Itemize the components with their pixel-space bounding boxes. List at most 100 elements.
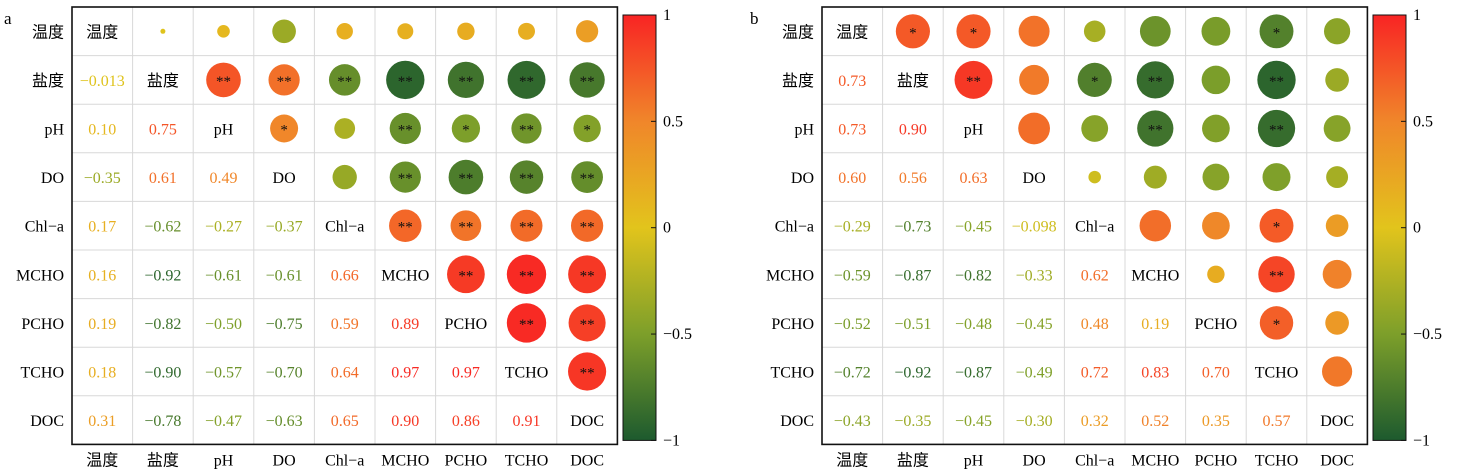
coef-label: −0.51 [894, 316, 931, 333]
coef-label: −0.82 [955, 267, 992, 284]
significance-mark: ** [966, 74, 981, 90]
colorbar-tick-label: −1 [663, 432, 680, 449]
coef-label: −0.75 [266, 316, 303, 333]
correlation-circle [447, 255, 485, 294]
colorbar: 1 0.5 0 −0.5 −1 [1372, 7, 1442, 449]
correlation-circle [1139, 15, 1171, 47]
col-label-var: 温度 [86, 451, 118, 469]
coef-label: −0.098 [1012, 219, 1057, 236]
correlation-circle [1259, 14, 1294, 49]
colorbar-tick-label: 0.5 [663, 113, 683, 130]
significance-mark: * [1273, 25, 1281, 41]
col-label-var: 温度 [836, 451, 868, 469]
diagonal-label-var: 盐度 [147, 72, 179, 90]
correlation-circle [1136, 61, 1174, 99]
diagonal-label-tcho: TCHO [505, 365, 549, 382]
row-label-pcho: PCHO [771, 316, 814, 333]
coef-label: −0.29 [834, 219, 871, 236]
diagonal-label-pcho: PCHO [1195, 316, 1238, 333]
significance-mark: ** [519, 171, 534, 187]
significance-mark: ** [519, 123, 534, 139]
coef-label: 0.91 [513, 413, 541, 430]
row-label-pcho: PCHO [21, 316, 64, 333]
significance-mark: ** [519, 268, 534, 284]
significance-mark: ** [580, 366, 595, 382]
correlation-circle [509, 160, 544, 194]
coef-label: −0.63 [266, 413, 303, 430]
coef-label: 0.60 [838, 170, 866, 187]
coef-label: −0.70 [266, 365, 303, 382]
coef-label: 0.64 [331, 365, 359, 382]
colorbar-tick-label: −0.5 [663, 326, 692, 343]
coef-label: −0.45 [1016, 316, 1053, 333]
significance-mark: * [970, 25, 978, 41]
correlation-panel-b: b温度 * * *0.73 盐度 ** * ** **0.73 0.90 pH ** **0.60 0.5… [750, 6, 1442, 469]
correlation-circle [568, 352, 607, 391]
diagonal-label-mcho: MCHO [381, 267, 429, 284]
row-label-var: 盐度 [32, 72, 64, 90]
significance-mark: ** [580, 74, 595, 90]
row-label-var: 盐度 [782, 72, 814, 90]
grid [822, 7, 1368, 445]
correlation-circle [450, 210, 482, 242]
coef-label: 0.73 [838, 73, 866, 90]
correlation-circle [1325, 214, 1349, 238]
row-label-chl-a: Chl−a [775, 219, 814, 236]
coef-label: 0.89 [391, 316, 419, 333]
correlation-circle [570, 209, 604, 242]
colorbar-tick-label: 0 [1413, 220, 1421, 237]
coef-label: −0.82 [144, 316, 181, 333]
correlation-circle [389, 112, 421, 145]
row-label-tcho: TCHO [770, 365, 814, 382]
diagonal-label-mcho: MCHO [1131, 267, 1179, 284]
row-label-var: 温度 [782, 23, 814, 41]
significance-mark: ** [580, 171, 595, 187]
correlation-circle [1326, 166, 1349, 189]
correlation-circle [1322, 356, 1353, 387]
colorbar-tick-label: −1 [1413, 432, 1430, 449]
significance-mark: ** [519, 317, 534, 333]
correlation-circle [507, 60, 546, 99]
significance-mark: ** [398, 74, 413, 90]
significance-mark: ** [216, 74, 231, 90]
coef-label: −0.87 [955, 365, 992, 382]
coef-label: −0.57 [205, 365, 242, 382]
coef-label: 0.48 [1081, 316, 1109, 333]
diagonal-label-var: 温度 [86, 23, 118, 41]
coef-label: 0.61 [149, 170, 177, 187]
significance-mark: ** [277, 74, 292, 90]
correlation-circle [1077, 62, 1112, 97]
coef-label: −0.50 [205, 316, 242, 333]
coef-label: 0.10 [88, 122, 116, 139]
correlation-circle [1201, 16, 1231, 46]
correlation-circle [1325, 68, 1349, 92]
coef-label: −0.78 [144, 413, 181, 430]
coef-label: 0.32 [1081, 413, 1109, 430]
colorbar-tick-label: −0.5 [1413, 326, 1442, 343]
row-label-do: DO [791, 170, 814, 187]
correlation-circle [895, 14, 930, 49]
correlation-circle [386, 60, 425, 100]
coef-label: 0.35 [1202, 413, 1230, 430]
colorbar-tick-label: 1 [663, 7, 671, 24]
row-label-mcho: MCHO [766, 267, 814, 284]
diagonal-label-var: 盐度 [897, 72, 929, 90]
significance-mark: ** [1269, 268, 1284, 284]
significance-mark: ** [519, 220, 534, 236]
row-label-tcho: TCHO [20, 365, 64, 382]
coef-label: −0.45 [955, 413, 992, 430]
correlation-circle [956, 14, 991, 49]
correlation-circle [1323, 18, 1351, 45]
diagonal-label-doc: DOC [570, 413, 604, 430]
significance-mark: ** [1148, 123, 1163, 139]
significance-mark: ** [580, 317, 595, 333]
correlation-circle [1259, 306, 1294, 340]
coef-label: −0.35 [84, 170, 121, 187]
significance-mark: ** [458, 220, 473, 236]
diagonal-label-ph: pH [214, 122, 234, 139]
significance-mark: * [462, 123, 470, 139]
plot-frame [71, 6, 619, 446]
correlation-circle [1262, 163, 1291, 192]
colorbar-tick-label: 0.5 [1413, 113, 1433, 130]
